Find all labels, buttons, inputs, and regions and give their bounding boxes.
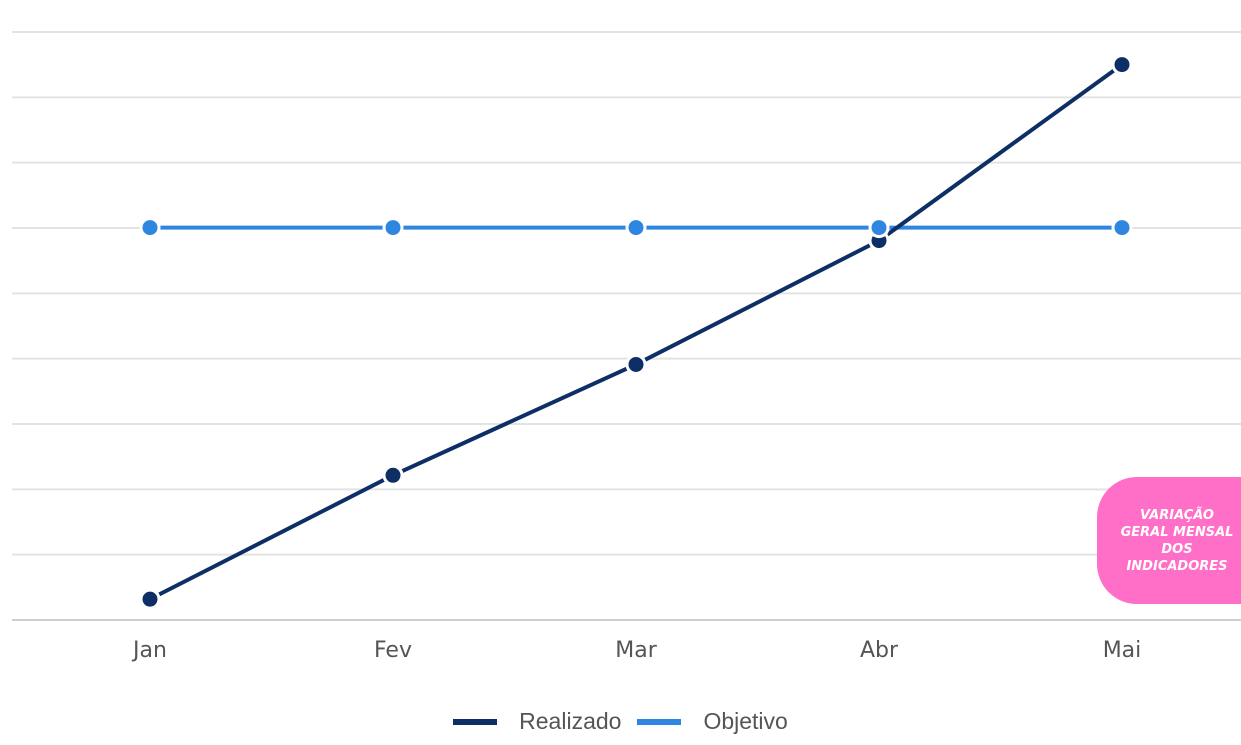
data-point (868, 217, 890, 239)
x-tick-label: Jan (131, 638, 167, 663)
legend-item-objetivo[interactable]: Objetivo (637, 708, 788, 735)
data-point (625, 353, 647, 375)
data-point (139, 217, 161, 239)
gridlines (12, 31, 1241, 621)
x-tick-label: Mar (615, 638, 657, 663)
variation-badge-label: VARIAÇÃO GERAL MENSAL DOS INDICADORES (1120, 507, 1234, 574)
data-points (139, 54, 1133, 610)
data-point (1111, 54, 1133, 76)
x-tick-labels: Jan Fev Mar Abr Mai (131, 638, 1141, 663)
data-point (382, 464, 404, 486)
legend-label-objetivo: Objetivo (703, 708, 788, 734)
series-line (149, 62, 1124, 601)
legend-swatch-objetivo (637, 718, 682, 725)
x-tick-label: Abr (860, 638, 899, 663)
legend-label-realizado: Realizado (519, 708, 622, 734)
legend-swatch-realizado (453, 718, 498, 725)
data-point (1111, 217, 1133, 239)
x-tick-label: Fev (374, 638, 412, 663)
data-point (382, 217, 404, 239)
data-point (139, 588, 161, 610)
line-chart: Jan Fev Mar Abr Mai (12, 31, 1241, 663)
x-tick-label: Mai (1103, 638, 1142, 663)
data-point (625, 217, 647, 239)
series-lines (149, 62, 1124, 601)
legend-item-realizado[interactable]: Realizado (453, 708, 621, 735)
legend: Realizado Objetivo (0, 708, 1241, 735)
variation-badge[interactable]: VARIAÇÃO GERAL MENSAL DOS INDICADORES (1097, 477, 1241, 604)
